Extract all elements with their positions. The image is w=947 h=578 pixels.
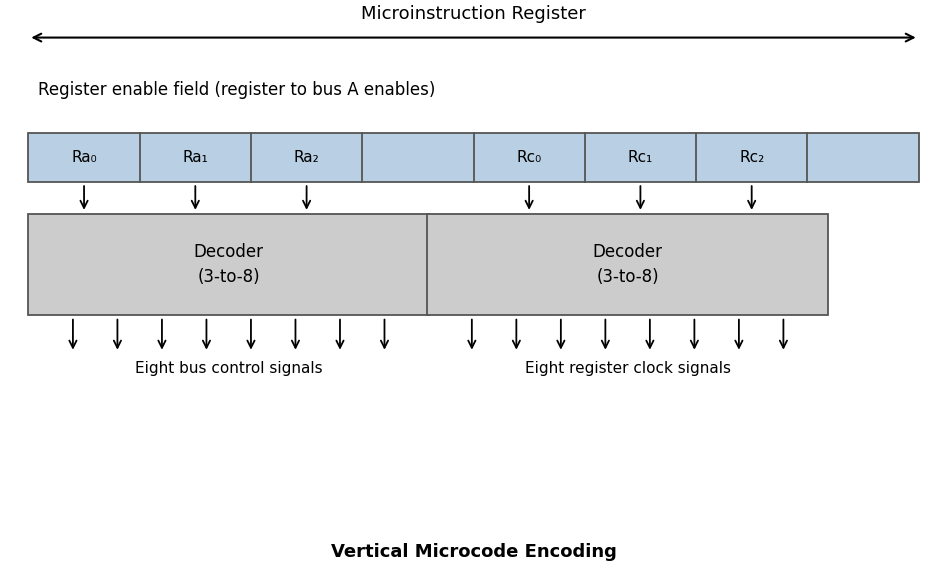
Bar — [28, 133, 919, 182]
Text: (3-to-8): (3-to-8) — [197, 268, 260, 286]
Text: Vertical Microcode Encoding: Vertical Microcode Encoding — [331, 543, 616, 561]
Text: Ra₁: Ra₁ — [183, 150, 208, 165]
Text: Eight register clock signals: Eight register clock signals — [525, 361, 731, 376]
Text: Rc₂: Rc₂ — [739, 150, 764, 165]
Text: Ra₂: Ra₂ — [294, 150, 319, 165]
Text: (3-to-8): (3-to-8) — [597, 268, 659, 286]
Text: Register enable field (register to bus A enables): Register enable field (register to bus A… — [38, 80, 436, 99]
Text: Microinstruction Register: Microinstruction Register — [361, 5, 586, 24]
Bar — [28, 214, 429, 315]
Text: Rc₀: Rc₀ — [516, 150, 542, 165]
Bar — [427, 214, 828, 315]
Text: Ra₀: Ra₀ — [71, 150, 97, 165]
Text: Decoder: Decoder — [593, 243, 663, 261]
Text: Rc₁: Rc₁ — [628, 150, 653, 165]
Text: Eight bus control signals: Eight bus control signals — [134, 361, 323, 376]
Text: Decoder: Decoder — [194, 243, 263, 261]
